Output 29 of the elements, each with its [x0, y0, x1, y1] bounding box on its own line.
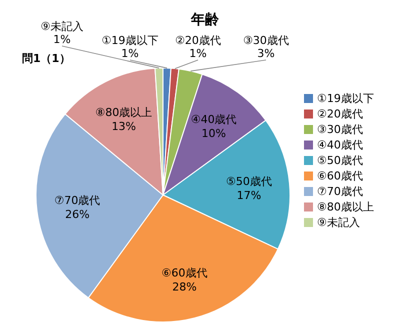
data-label: 26%: [65, 208, 90, 221]
slice-label: ⑨未記入: [40, 20, 84, 33]
legend-label: ③30歳代: [317, 123, 363, 136]
data-label: 1%: [189, 47, 207, 60]
legend-label: ⑥60歳代: [317, 170, 363, 182]
legend-label: ⑧80歳以上: [317, 200, 374, 214]
slice-label: ④40歳代: [190, 113, 237, 126]
legend-label: ①19歳以下: [317, 92, 374, 105]
data-label: 1%: [53, 33, 71, 46]
data-label: 10%: [202, 127, 226, 140]
slice-label: ③30歳代: [243, 34, 289, 47]
slice-label: ⑦70歳代: [54, 194, 100, 207]
data-label: 1%: [121, 47, 139, 60]
slice-label: ⑧80歳以上: [95, 106, 152, 120]
data-label: 3%: [257, 47, 275, 60]
slice-label: ②20歳代: [175, 34, 221, 47]
text: 問1（1）: [22, 52, 70, 65]
data-label: 13%: [112, 120, 136, 134]
slice-label: ⑤50歳代: [226, 174, 272, 188]
legend-label: ④40歳代: [317, 138, 363, 152]
legend-label: ②20歳代: [317, 108, 363, 120]
legend-label: ⑨未記入: [317, 216, 360, 229]
slice-label: ①19歳以下: [102, 34, 158, 47]
data-label: 28%: [172, 280, 197, 294]
data-label: 17%: [236, 188, 262, 202]
legend-label: ⑤50歳代: [317, 154, 363, 167]
legend-label: ⑦70歳代: [317, 185, 363, 198]
chart-title: 年齢: [190, 12, 220, 28]
slice-label: ⑥60歳代: [162, 266, 208, 280]
